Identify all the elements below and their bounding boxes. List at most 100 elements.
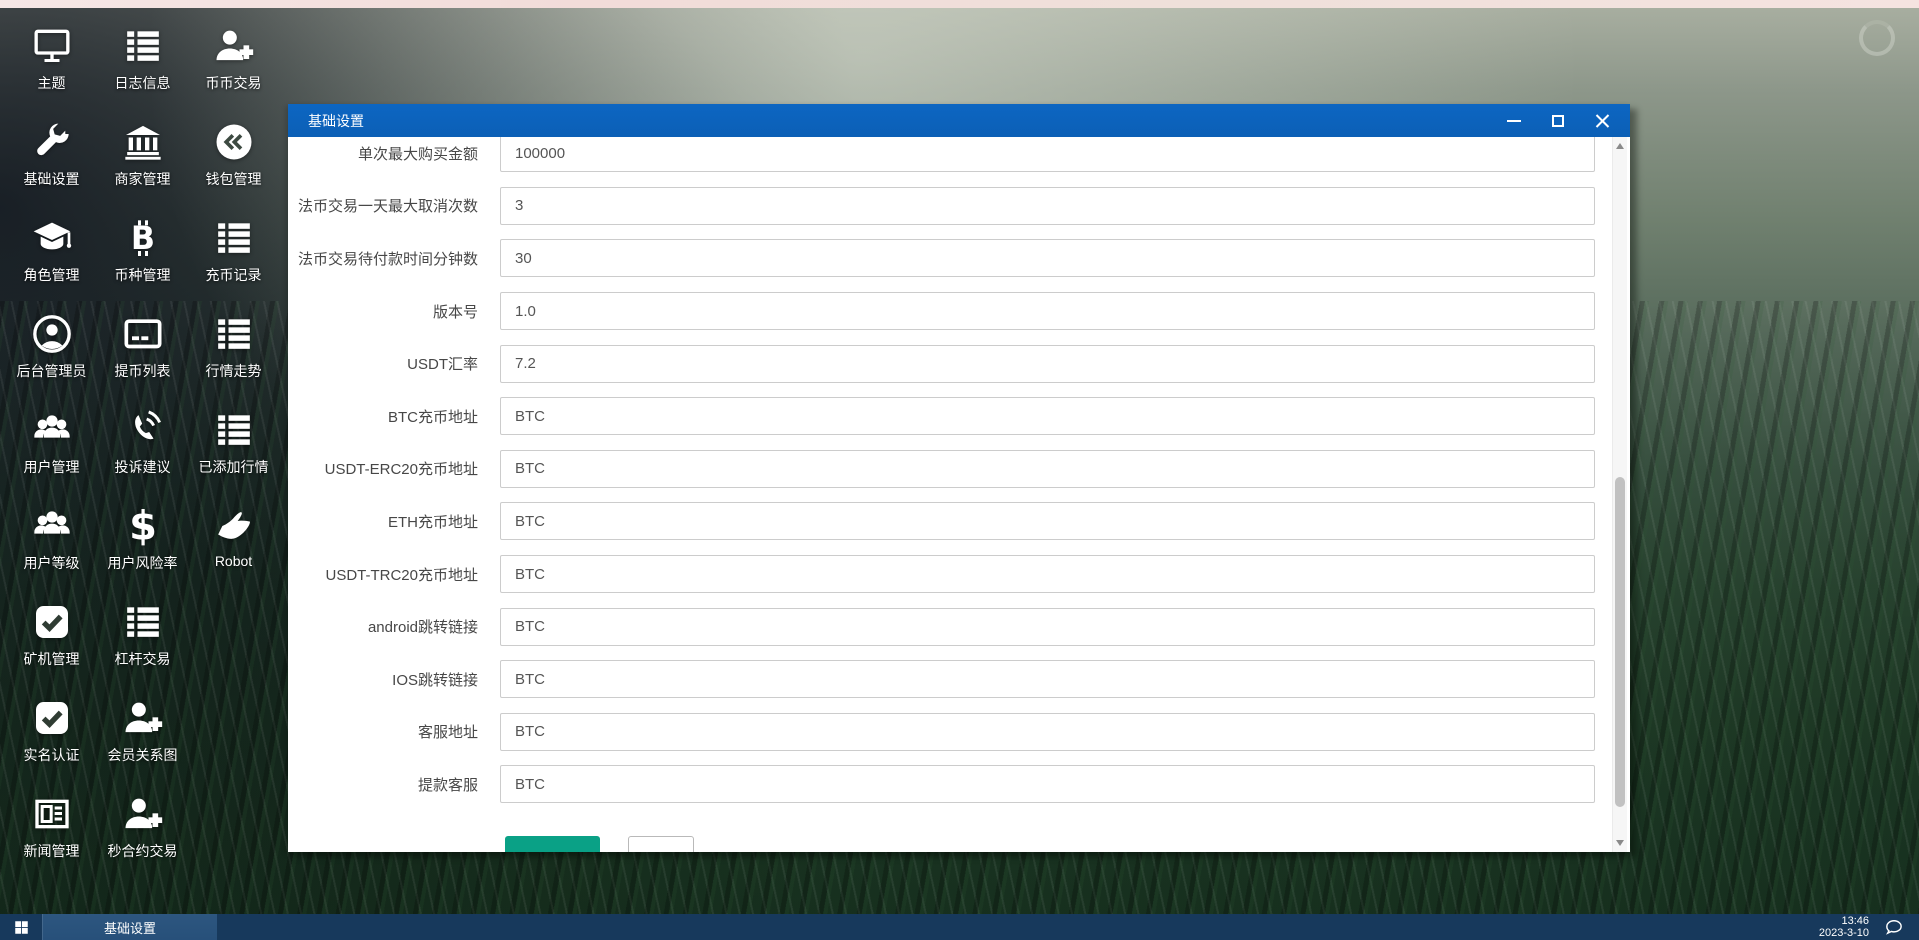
start-button[interactable]	[0, 914, 42, 940]
card-icon	[121, 312, 165, 356]
scrollbar-thumb[interactable]	[1615, 477, 1625, 807]
desktop-icon-label: 充币记录	[205, 267, 262, 283]
clock-date: 2023-3-10	[1818, 927, 1869, 939]
field-input-2[interactable]	[500, 239, 1595, 278]
form-row: 法币交易待付款时间分钟数	[288, 232, 1604, 285]
desktop-icon-label: 商家管理	[114, 171, 171, 187]
gradcap-icon	[30, 216, 74, 260]
desktop-icon-member-relation-graph[interactable]: 会员关系图	[97, 688, 188, 784]
windows-logo-icon	[14, 920, 29, 935]
desktop-icon-log-info[interactable]: 日志信息	[97, 16, 188, 112]
field-label: USDT-ERC20充币地址	[324, 461, 478, 479]
desktop-icon-backend-admin[interactable]: 后台管理员	[6, 304, 97, 400]
form-row: USDT汇率	[288, 337, 1604, 390]
field-input-1[interactable]	[500, 186, 1595, 225]
desktop-icon-label: 用户管理	[23, 459, 80, 475]
desktop-icon-news-management[interactable]: 新闻管理	[6, 784, 97, 880]
checksquare-icon	[30, 600, 74, 644]
desktop-icon-miner-management[interactable]: 矿机管理	[6, 592, 97, 688]
maximize-icon[interactable]	[1550, 113, 1566, 129]
field-input-12[interactable]	[500, 765, 1595, 804]
desktop-icon-basic-settings[interactable]: 基础设置	[6, 112, 97, 208]
desktop-icon-label: 矿机管理	[23, 651, 80, 667]
submit-button[interactable]	[505, 836, 600, 852]
desktop-icon-second-contract-trading[interactable]: 秒合约交易	[97, 784, 188, 880]
field-input-8[interactable]	[500, 555, 1595, 594]
taskbar-clock[interactable]: 13:46 2023-3-10	[1819, 915, 1869, 939]
field-input-0[interactable]	[500, 137, 1595, 173]
dialog-scrollbar[interactable]	[1612, 137, 1627, 852]
reset-button[interactable]	[628, 836, 694, 852]
chat-bubble-icon[interactable]	[1883, 918, 1905, 937]
desktop-icon-label: 基础设置	[23, 171, 80, 187]
desktop-icon-complaint-suggestion[interactable]: 投诉建议	[97, 400, 188, 496]
desktop-icon-user-risk-rate[interactable]: 用户风险率	[97, 496, 188, 592]
desktop-icon-merchant-management[interactable]: 商家管理	[97, 112, 188, 208]
dollar-icon	[121, 504, 165, 548]
desktop-icon-added-markets[interactable]: 已添加行情	[188, 400, 279, 496]
field-input-11[interactable]	[500, 712, 1595, 751]
desktop-icon-leverage-trading[interactable]: 杠杆交易	[97, 592, 188, 688]
field-input-10[interactable]	[500, 660, 1595, 699]
desktop-icon-role-management[interactable]: 角色管理	[6, 208, 97, 304]
desktop-icon-coin-type-management[interactable]: 币种管理	[97, 208, 188, 304]
desktop-icon-theme[interactable]: 主题	[6, 16, 97, 112]
dialog-titlebar[interactable]: 基础设置	[288, 104, 1630, 137]
desktop-icon-deposit-coin-records[interactable]: 充币记录	[188, 208, 279, 304]
users-icon	[30, 408, 74, 452]
desktop-icon-label: 后台管理员	[16, 363, 87, 379]
newspaper-icon	[30, 792, 74, 836]
desktop-icon-label: 日志信息	[114, 75, 171, 91]
field-input-3[interactable]	[500, 292, 1595, 331]
wrench-icon	[30, 120, 74, 164]
desktop-icon-label: 行情走势	[205, 363, 262, 379]
dialog-title: 基础设置	[308, 112, 364, 129]
field-label: 法币交易待付款时间分钟数	[297, 250, 478, 268]
taskbar-item-basic-settings[interactable]: 基础设置	[42, 914, 217, 940]
desktop-icon-user-level[interactable]: 用户等级	[6, 496, 97, 592]
taskbar-item-label: 基础设置	[103, 920, 156, 936]
field-label: 单次最大购买金额	[357, 145, 478, 163]
desktop-icon-market-trend[interactable]: 行情走势	[188, 304, 279, 400]
desktop-icon-robot[interactable]: Robot	[188, 496, 279, 592]
desktop-icon-withdraw-coin-list[interactable]: 提币列表	[97, 304, 188, 400]
field-input-6[interactable]	[500, 449, 1595, 488]
window-controls	[1506, 113, 1630, 129]
form-actions	[505, 836, 694, 852]
desktop-icon-coin-coin-trading[interactable]: 币币交易	[188, 16, 279, 112]
close-icon[interactable]	[1594, 113, 1610, 129]
top-strip	[0, 0, 1919, 8]
desktop-icon-label: 用户风险率	[107, 555, 178, 571]
field-input-5[interactable]	[500, 397, 1595, 436]
form-row: BTC充币地址	[288, 390, 1604, 443]
dialog-basic-settings: 基础设置 单次最大购买金额法币交易一天最大取消次数法币交易待付款时间分钟数版本号…	[288, 104, 1630, 852]
field-label: IOS跳转链接	[392, 671, 478, 689]
field-input-9[interactable]	[500, 607, 1595, 646]
field-label: USDT汇率	[407, 356, 478, 374]
desktop-icon-wallet-management[interactable]: 钱包管理	[188, 112, 279, 208]
userplus-icon	[121, 792, 165, 836]
desktop-icon-realname-auth[interactable]: 实名认证	[6, 688, 97, 784]
field-input-7[interactable]	[500, 502, 1595, 541]
desktop-icon-user-management[interactable]: 用户管理	[6, 400, 97, 496]
field-label: 法币交易一天最大取消次数	[297, 198, 478, 216]
scroll-up-icon[interactable]	[1613, 139, 1627, 153]
form-row: 客服地址	[288, 706, 1604, 759]
minimize-icon[interactable]	[1506, 113, 1522, 129]
wallet-icon	[212, 120, 256, 164]
field-label: android跳转链接	[367, 619, 478, 637]
list-icon	[212, 312, 256, 356]
scroll-down-icon[interactable]	[1613, 836, 1627, 850]
field-label: ETH充币地址	[387, 513, 478, 531]
userplus-icon	[121, 696, 165, 740]
users-icon	[30, 504, 74, 548]
field-input-4[interactable]	[500, 344, 1595, 383]
form-row: 法币交易一天最大取消次数	[288, 180, 1604, 233]
taskbar: 基础设置 13:46 2023-3-10	[0, 914, 1919, 940]
desktop-icon-label: 新闻管理	[23, 843, 80, 859]
desktop-icon-label: 实名认证	[23, 747, 80, 763]
form-row: USDT-TRC20充币地址	[288, 548, 1604, 601]
field-label: BTC充币地址	[387, 408, 478, 426]
form-row: 提款客服	[288, 758, 1604, 811]
